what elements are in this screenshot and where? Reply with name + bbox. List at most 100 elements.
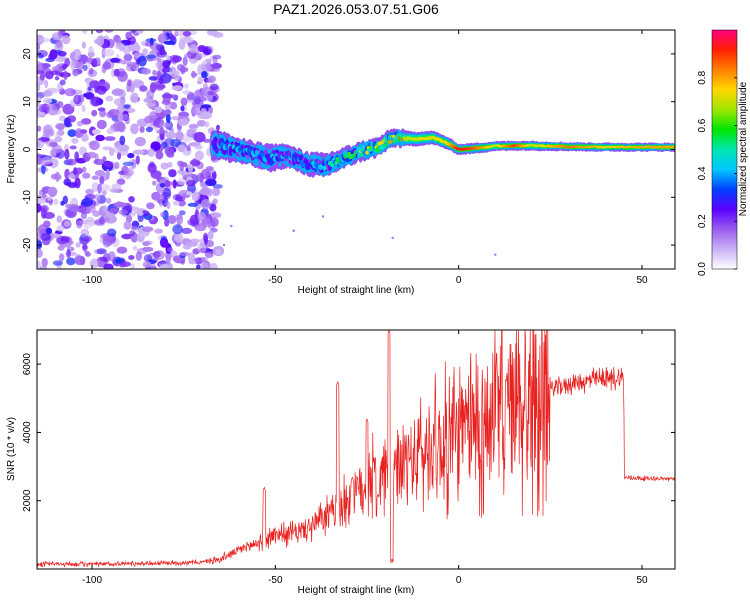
noise-blob [123,53,133,62]
noise-dot [222,243,226,247]
noise-blob [95,134,105,142]
noise-blob [204,235,208,245]
ridge-mark [381,139,386,144]
noise-blob [160,263,169,269]
noise-blob [62,195,68,205]
noise-blob [201,63,212,72]
noise-blob [97,183,102,194]
noise-blob [135,251,142,261]
noise-blob [38,104,46,113]
noise-blob [129,84,135,93]
noise-blob [121,233,133,240]
noise-blob [197,75,204,83]
noise-blob [159,126,164,135]
noise-blob [126,81,131,93]
snr-plot-area [37,330,675,569]
noise-blob [81,41,86,49]
noise-blob [188,123,199,129]
noise-blob [191,70,196,79]
noise-blob [81,198,93,207]
noise-blob [169,138,182,148]
noise-blob [96,119,107,130]
ridge-mark [672,146,675,148]
ridge-mark [347,151,351,156]
noise-blob [105,95,114,102]
noise-blob [77,120,83,127]
noise-blob [37,248,43,258]
snr-series-line [37,330,675,568]
noise-blob [52,260,64,266]
spectrogram-x-ticks: -100 -50 0 50 [82,30,648,286]
noise-blob [56,225,65,232]
noise-dot [494,253,497,256]
noise-blob [101,190,107,196]
noise-blob [186,241,198,247]
noise-blob [141,68,152,75]
noise-blob [56,215,63,223]
noise-blob [167,247,173,253]
noise-blob [194,145,203,150]
noise-blob [81,133,89,142]
ridge-mark [388,140,392,144]
noise-blob [169,101,178,110]
noise-blob [110,57,120,63]
noise-blob [91,109,98,117]
spectrogram-y-tick-label: -20 [22,237,33,252]
noise-blob [201,218,214,228]
ridge-mark [375,147,380,151]
noise-blob [55,131,60,140]
noise-blob [132,149,145,155]
noise-blob [82,166,87,173]
noise-blob [211,62,222,69]
noise-blob [63,70,68,81]
noise-blob [116,151,122,160]
noise-blob [72,69,79,77]
ridge-mark [393,138,398,142]
noise-blob [99,175,105,185]
noise-blob [187,218,198,226]
noise-blob [204,121,210,128]
ridge-mark [330,162,335,168]
spectrogram-y-tick-label: 10 [22,96,33,108]
noise-blob [197,96,207,102]
noise-blob [146,202,155,210]
noise-blob [73,94,82,105]
noise-blob [74,151,80,162]
noise-blob [120,59,128,65]
noise-blob [181,227,193,234]
colorbar-tick-label: 0.6 [697,118,708,132]
noise-blob [37,109,41,119]
noise-blob [114,161,120,170]
noise-blob [200,187,211,196]
noise-blob [42,128,54,138]
noise-blob [154,228,163,234]
noise-blob [165,131,177,139]
noise-blob [37,156,42,165]
noise-blob [82,243,88,252]
noise-blob [180,105,185,112]
noise-blob [185,179,196,187]
noise-blob [41,258,48,267]
noise-blob [159,122,171,128]
noise-blob [126,63,135,72]
noise-blob [177,199,186,207]
noise-blob [169,35,176,41]
noise-blob [164,219,170,227]
noise-blob [179,161,185,172]
noise-blob [125,31,133,39]
noise-blob [86,151,97,159]
noise-blob [132,245,138,251]
noise-blob [96,85,107,95]
figure-title: PAZ1.2026.053.07.51.G06 [273,1,439,17]
noise-blob [122,161,134,166]
noise-blob [130,262,135,269]
noise-blob [59,79,66,86]
noise-blob [193,257,203,265]
noise-blob [136,58,140,65]
noise-blob [89,80,100,89]
noise-blob [119,135,126,146]
colorbar-bar [711,29,738,270]
noise-blob [128,255,135,260]
noise-blob [81,104,86,113]
snr-x-tick-label: 0 [456,575,462,586]
